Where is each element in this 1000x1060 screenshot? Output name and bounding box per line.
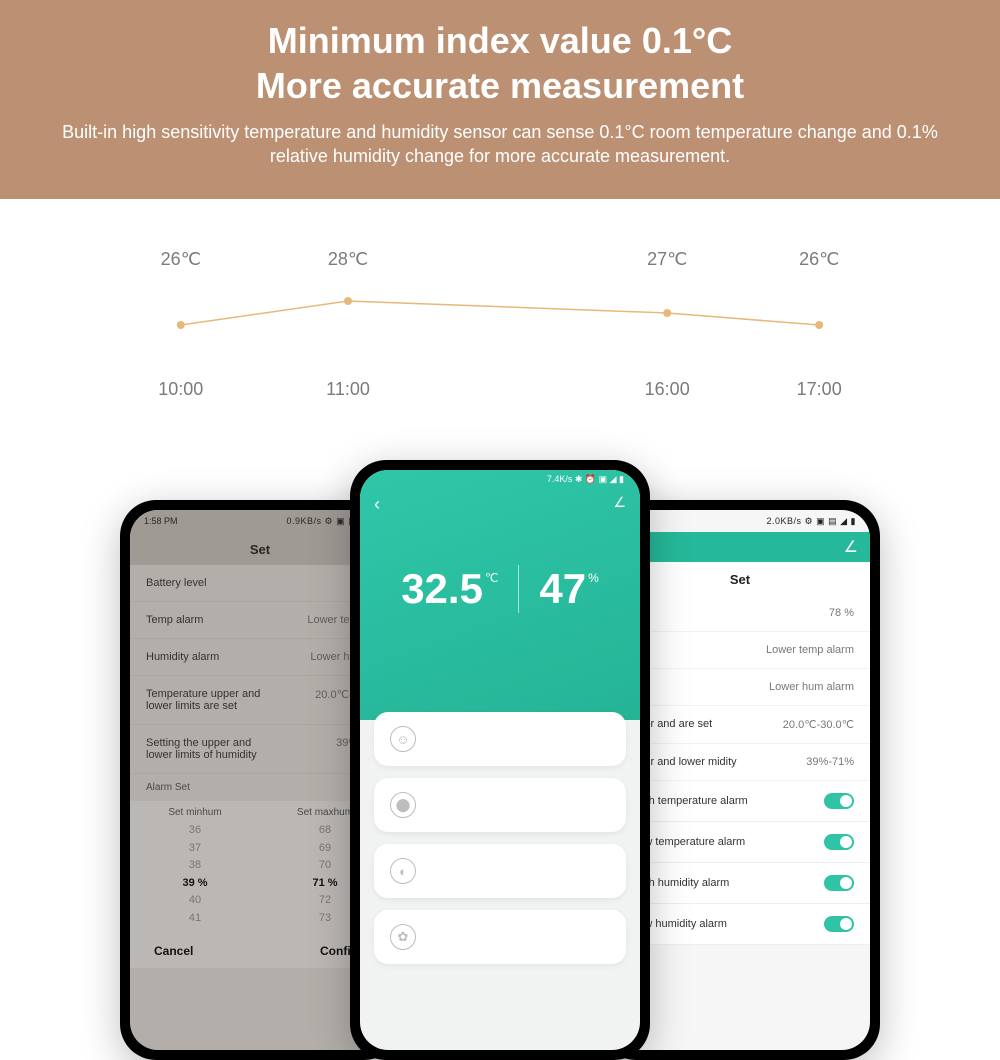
card-icon: ◐ [390,858,416,884]
chart-temp-label: 27℃ [647,249,687,270]
card-icon: ✿ [390,924,416,950]
toggle-switch[interactable] [824,916,854,932]
feature-card[interactable]: ◐ [374,844,626,898]
chart-time-label: 16:00 [645,379,690,400]
feature-card[interactable]: ☺ [374,712,626,766]
chart-time-label: 10:00 [158,379,203,400]
chart-time-label: 17:00 [797,379,842,400]
feature-card[interactable]: ✿ [374,910,626,964]
chart-temp-label: 26℃ [799,249,839,270]
toggle-switch[interactable] [824,793,854,809]
back-icon[interactable]: ‹ [374,494,380,515]
toggle-switch[interactable] [824,834,854,850]
chart-temp-label: 28℃ [328,249,368,270]
phone-mockups: 1:58 PM 0.9KB/s ⚙ ▣ ▤ ◢ ▮ Set Battery le… [0,460,1000,1000]
hero-title: Minimum index value 0.1°C More accurate … [40,18,960,108]
toggle-switch[interactable] [824,875,854,891]
card-icon: ⬤ [390,792,416,818]
hero-description: Built-in high sensitivity temperature an… [40,120,960,169]
feature-card[interactable]: ⬤ [374,778,626,832]
chart-temp-label: 26℃ [161,249,201,270]
status-time: 1:58 PM [144,516,178,526]
cancel-button[interactable]: Cancel [154,944,193,958]
status-icons: 2.0KB/s ⚙ ▣ ▤ ◢ ▮ [767,516,856,527]
reading-panel: 7.4K/s ✱ ⏰ ▣ ◢ ▮ ‹ ∠ 32.5℃ 47% [360,470,640,720]
hero-banner: Minimum index value 0.1°C More accurate … [0,0,1000,199]
phone-center: 7.4K/s ✱ ⏰ ▣ ◢ ▮ ‹ ∠ 32.5℃ 47% ☺ ⬤ ◐ ✿ [350,460,650,1060]
humidity-value: 47% [539,565,598,613]
card-icon: ☺ [390,726,416,752]
status-icons: 7.4K/s ✱ ⏰ ▣ ◢ ▮ [547,474,624,485]
edit-icon[interactable]: ∠ [613,494,626,511]
edit-icon[interactable]: ∠ [844,537,858,557]
chart-time-label: 11:00 [326,379,370,400]
temperature-chart: 26℃28℃27℃26℃ 10:0011:0016:0017:00 [120,249,880,379]
temperature-value: 32.5℃ [401,565,498,613]
